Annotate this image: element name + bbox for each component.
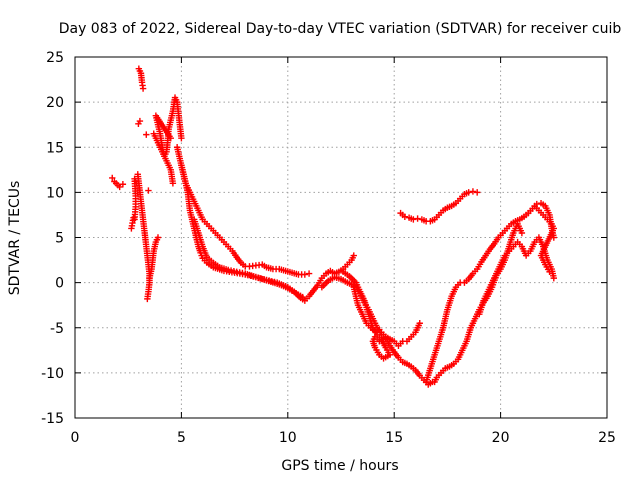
data-point bbox=[305, 270, 313, 277]
data-point bbox=[386, 338, 394, 345]
data-point bbox=[410, 216, 417, 223]
data-point bbox=[518, 229, 526, 237]
data-point bbox=[109, 174, 116, 182]
chart-title: Day 083 of 2022, Sidereal Day-to-day VTE… bbox=[59, 21, 622, 37]
data-point bbox=[350, 252, 357, 259]
data-point bbox=[546, 268, 553, 275]
x-tick-label: 5 bbox=[177, 430, 186, 446]
data-point bbox=[414, 215, 421, 222]
x-tick-label: 25 bbox=[598, 430, 616, 446]
y-tick-label: 25 bbox=[46, 50, 64, 66]
data-point bbox=[550, 274, 557, 282]
y-tick-label: 10 bbox=[46, 185, 64, 201]
x-tick-label: 15 bbox=[385, 430, 403, 446]
data-point bbox=[178, 135, 185, 142]
data-point bbox=[465, 189, 472, 196]
y-tick-label: 20 bbox=[46, 95, 64, 111]
y-tick-label: -10 bbox=[41, 366, 64, 382]
x-tick-label: 20 bbox=[492, 430, 510, 446]
y-tick-label: -5 bbox=[50, 321, 64, 337]
data-point bbox=[301, 271, 309, 278]
data-point bbox=[143, 131, 150, 138]
data-point bbox=[473, 189, 481, 196]
data-point bbox=[469, 188, 477, 195]
plot-frame bbox=[74, 56, 608, 419]
data-point bbox=[154, 234, 162, 241]
x-axis-label: GPS time / hours bbox=[281, 458, 398, 474]
data-point bbox=[136, 117, 144, 125]
data-point bbox=[144, 295, 151, 303]
data-point bbox=[299, 293, 306, 301]
data-point bbox=[416, 320, 423, 327]
data-point bbox=[145, 187, 152, 194]
x-tick-label: 10 bbox=[279, 430, 297, 446]
data-point bbox=[401, 213, 409, 220]
x-tick-label: 0 bbox=[71, 430, 80, 446]
data-points bbox=[109, 65, 557, 388]
data-point bbox=[139, 85, 147, 92]
y-tick-label: 0 bbox=[55, 276, 64, 292]
y-axis-ticks: -15 -10 -5 0 5 10 15 20 25 bbox=[41, 50, 607, 427]
y-tick-label: 5 bbox=[55, 231, 64, 247]
data-point bbox=[169, 180, 177, 187]
y-tick-label: 15 bbox=[46, 140, 64, 156]
y-axis-label: SDTVAR / TECUs bbox=[7, 181, 23, 296]
y-tick-label: -15 bbox=[41, 411, 64, 427]
data-point bbox=[119, 181, 127, 188]
